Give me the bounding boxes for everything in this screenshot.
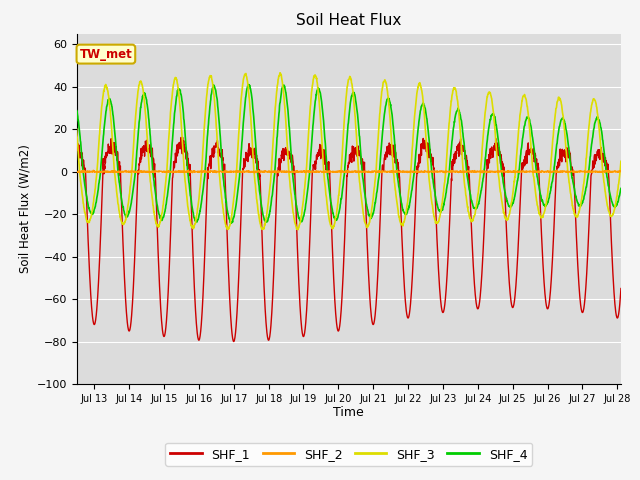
SHF_4 <box>615 195 623 201</box>
SHF_3 <box>56 192 63 198</box>
SHF_2 <box>615 169 623 175</box>
SHF_1 <box>509 304 517 310</box>
SHF_3 <box>631 134 639 140</box>
SHF_1 <box>179 134 186 140</box>
SHF_4 <box>631 117 639 122</box>
SHF_1 <box>85 252 93 257</box>
SHF_4 <box>614 198 622 204</box>
SHF_4 <box>336 206 344 212</box>
Line: SHF_2: SHF_2 <box>60 170 635 173</box>
SHF_2 <box>321 168 328 174</box>
Y-axis label: Soil Heat Flux (W/m2): Soil Heat Flux (W/m2) <box>18 144 31 273</box>
SHF_1 <box>631 147 639 153</box>
SHF_3 <box>294 227 302 232</box>
SHF_4 <box>85 205 93 211</box>
SHF_1 <box>336 323 344 329</box>
SHF_2 <box>614 169 622 175</box>
SHF_3 <box>336 183 344 189</box>
SHF_3 <box>615 181 623 187</box>
Title: Soil Heat Flux: Soil Heat Flux <box>296 13 401 28</box>
SHF_3 <box>276 70 284 76</box>
SHF_4 <box>321 131 328 137</box>
SHF_2 <box>631 168 639 174</box>
SHF_2 <box>272 170 280 176</box>
SHF_1 <box>56 315 63 321</box>
SHF_1 <box>321 156 328 161</box>
SHF_3 <box>614 182 622 188</box>
Text: TW_met: TW_met <box>79 48 132 60</box>
SHF_4 <box>509 199 517 205</box>
SHF_2 <box>85 169 93 175</box>
SHF_4 <box>56 205 63 211</box>
SHF_2 <box>336 168 344 174</box>
SHF_1 <box>230 338 237 344</box>
SHF_1 <box>614 313 622 319</box>
X-axis label: Time: Time <box>333 407 364 420</box>
Line: SHF_3: SHF_3 <box>60 73 635 229</box>
SHF_1 <box>615 312 623 317</box>
SHF_4 <box>227 220 235 226</box>
Line: SHF_1: SHF_1 <box>60 137 635 341</box>
SHF_2 <box>509 168 517 174</box>
SHF_2 <box>90 168 97 173</box>
SHF_2 <box>56 168 63 174</box>
SHF_4 <box>244 82 252 87</box>
Legend: SHF_1, SHF_2, SHF_3, SHF_4: SHF_1, SHF_2, SHF_3, SHF_4 <box>165 443 532 466</box>
SHF_3 <box>85 219 93 225</box>
Line: SHF_4: SHF_4 <box>60 84 635 223</box>
SHF_3 <box>509 189 517 194</box>
SHF_3 <box>321 178 328 183</box>
